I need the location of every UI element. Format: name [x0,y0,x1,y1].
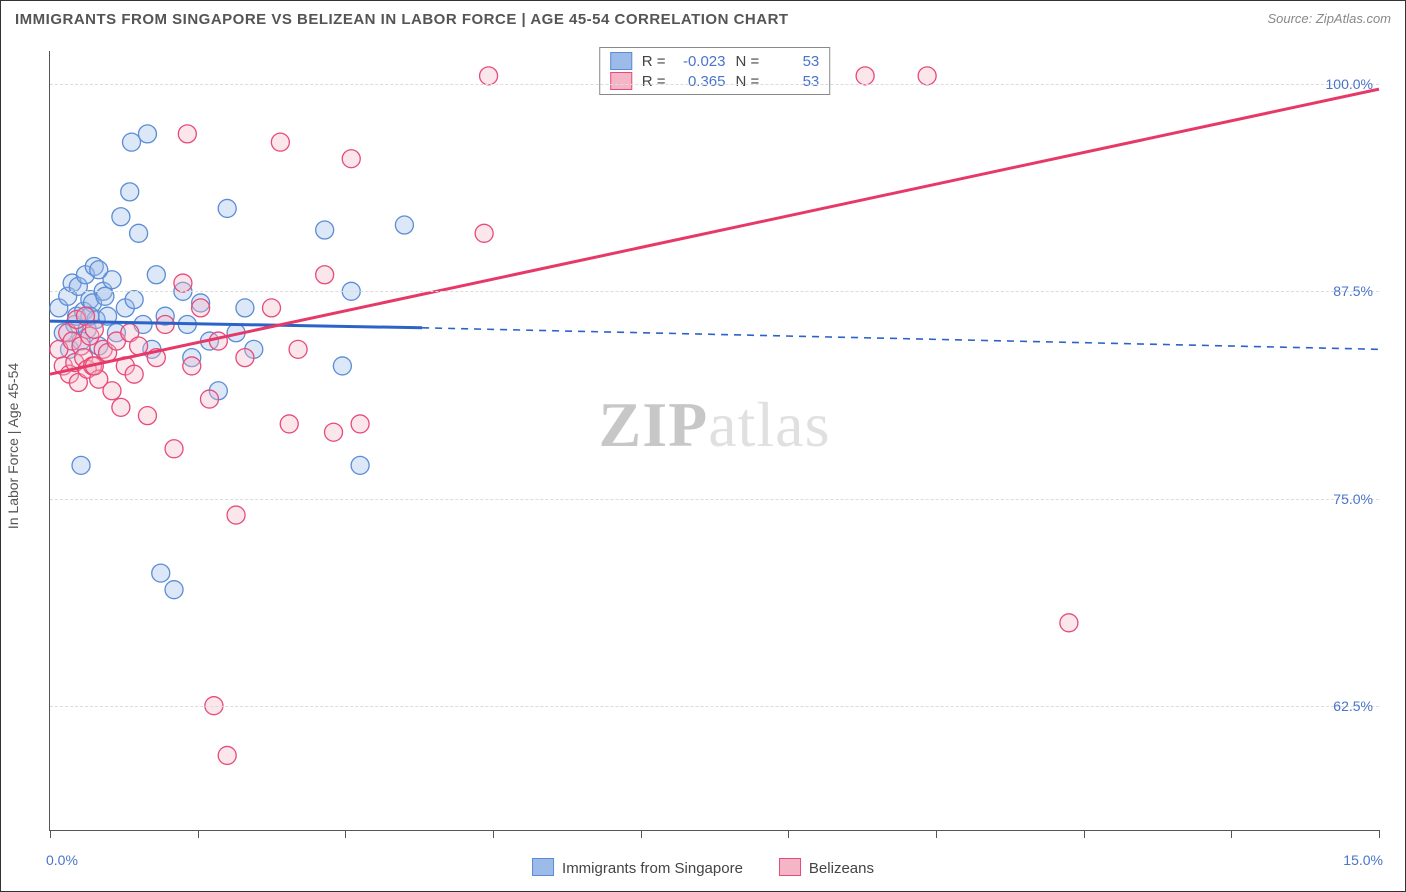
data-point [856,67,874,85]
data-point [325,423,343,441]
data-point [227,506,245,524]
data-point [96,287,114,305]
data-point [280,415,298,433]
data-point [236,349,254,367]
x-tick [1379,830,1380,838]
data-point [183,357,201,375]
trend-line [422,328,1379,350]
legend-r-label: R = [642,53,666,70]
trend-line [50,89,1379,374]
scatter-svg [50,51,1379,830]
y-tick-label: 62.5% [1333,698,1373,714]
data-point [165,440,183,458]
y-tick-label: 75.0% [1333,491,1373,507]
data-point [918,67,936,85]
y-axis-label: In Labor Force | Age 45-54 [5,363,21,529]
data-point [236,299,254,317]
legend-swatch [610,72,632,90]
legend-r-label: R = [642,73,666,90]
legend-r-value: -0.023 [676,53,726,70]
data-point [174,274,192,292]
x-axis-max-label: 15.0% [1343,852,1383,868]
legend-item: Immigrants from Singapore [532,858,743,877]
legend-swatch [532,858,554,876]
data-point [263,299,281,317]
data-point [289,340,307,358]
data-point [165,581,183,599]
gridline [50,84,1379,85]
legend-swatch [610,52,632,70]
plot-area: ZIPatlas R =-0.023N =53R =0.365N =53 0.0… [49,51,1379,831]
data-point [333,357,351,375]
chart-title: IMMIGRANTS FROM SINGAPORE VS BELIZEAN IN… [1,1,1405,32]
x-tick [198,830,199,838]
data-point [72,456,90,474]
data-point [316,266,334,284]
legend-label: Belizeans [809,860,874,877]
x-tick [641,830,642,838]
legend-swatch [779,858,801,876]
correlation-legend: R = -0.023 N = 53 R = 0.365 N = 53 [599,47,831,95]
data-point [218,199,236,217]
data-point [178,125,196,143]
gridline [50,706,1379,707]
data-point [1060,614,1078,632]
data-point [138,125,156,143]
y-tick-label: 100.0% [1326,76,1373,92]
data-point [192,299,210,317]
y-tick-label: 87.5% [1333,283,1373,299]
x-tick [1084,830,1085,838]
legend-n-value: 53 [769,53,819,70]
data-point [351,415,369,433]
legend-item: Belizeans [779,858,874,877]
x-axis-min-label: 0.0% [46,852,78,868]
legend-label: Immigrants from Singapore [562,860,743,877]
data-point [130,224,148,242]
x-tick [345,830,346,838]
data-point [90,261,108,279]
x-tick [50,830,51,838]
data-point [200,390,218,408]
gridline [50,291,1379,292]
x-tick [493,830,494,838]
data-point [218,746,236,764]
data-point [147,266,165,284]
chart-frame: IMMIGRANTS FROM SINGAPORE VS BELIZEAN IN… [0,0,1406,892]
data-point [395,216,413,234]
legend-n-label: N = [736,73,760,90]
data-point [152,564,170,582]
source-label: Source: ZipAtlas.com [1267,11,1391,26]
data-point [342,150,360,168]
x-tick [1231,830,1232,838]
data-point [351,456,369,474]
data-point [125,365,143,383]
gridline [50,499,1379,500]
data-point [271,133,289,151]
legend-r-value: 0.365 [676,73,726,90]
x-tick [788,830,789,838]
legend-n-label: N = [736,53,760,70]
data-point [138,407,156,425]
data-point [103,382,121,400]
data-point [125,291,143,309]
data-point [121,183,139,201]
x-tick [936,830,937,838]
data-point [112,398,130,416]
data-point [209,332,227,350]
data-point [112,208,130,226]
data-point [480,67,498,85]
series-legend: Immigrants from Singapore Belizeans [532,858,874,877]
data-point [316,221,334,239]
data-point [475,224,493,242]
legend-n-value: 53 [769,73,819,90]
data-point [123,133,141,151]
